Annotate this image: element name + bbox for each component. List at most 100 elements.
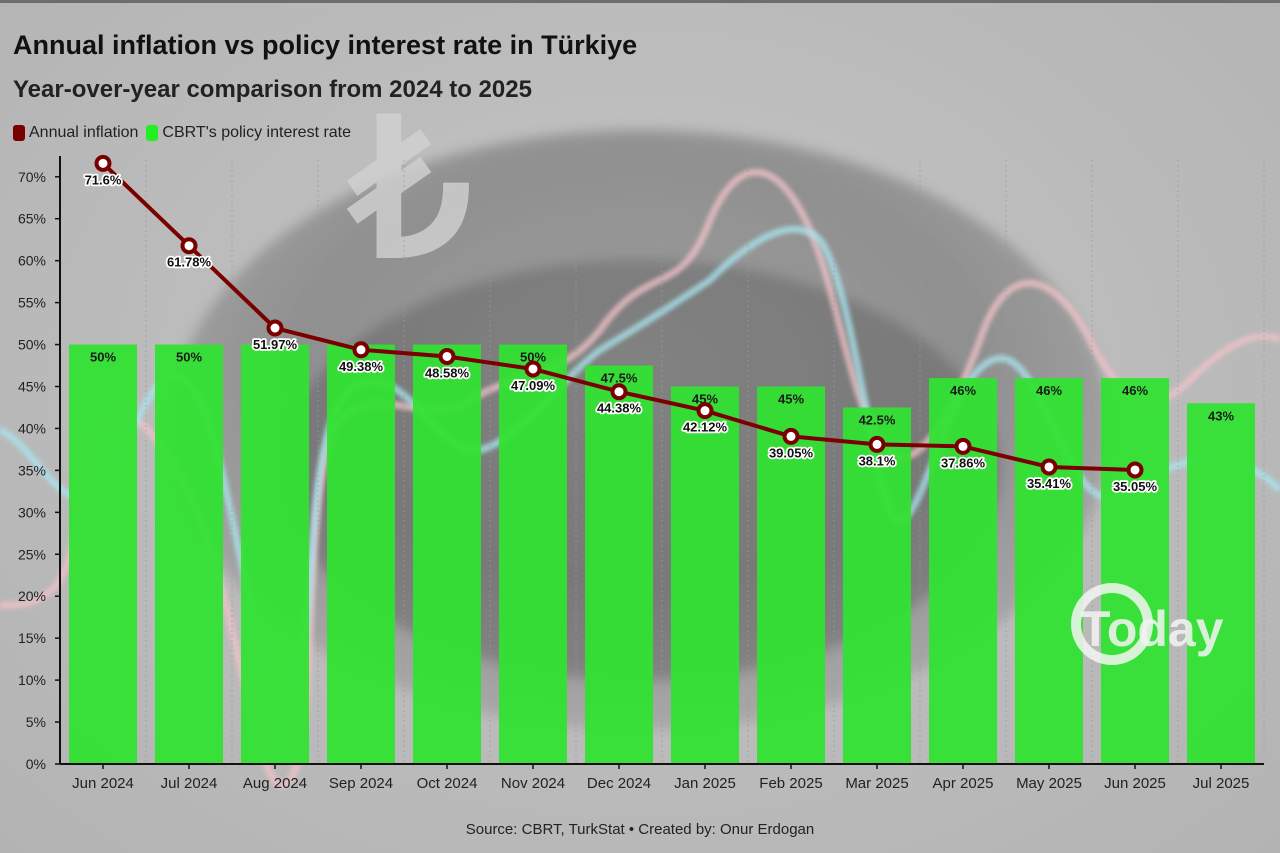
rate-bar	[155, 344, 223, 764]
y-tick-label: 70%	[18, 169, 46, 185]
watermark-text: Today	[1080, 601, 1224, 657]
inflation-point	[610, 383, 628, 401]
legend-label-inflation: Annual inflation	[29, 124, 139, 141]
inflation-point	[954, 437, 972, 455]
y-tick-label: 20%	[18, 588, 46, 604]
rate-bar	[757, 386, 825, 764]
inflation-label: 37.86%	[941, 455, 986, 470]
x-tick-label: Jun 2024	[72, 775, 134, 792]
inflation-point	[266, 319, 284, 337]
y-tick-label: 35%	[18, 462, 46, 478]
inflation-label: 44.38%	[597, 401, 642, 416]
rate-bar-label: 42.5%	[859, 412, 896, 427]
rate-bar-label: 50%	[520, 350, 546, 365]
rate-bar	[929, 378, 997, 764]
inflation-label: 49.38%	[339, 359, 384, 374]
watermark: Today	[1071, 583, 1224, 665]
inflation-point	[438, 347, 456, 365]
rate-bar-label: 45%	[778, 392, 804, 407]
legend-swatch-rate	[146, 125, 159, 141]
inflation-point	[868, 435, 886, 453]
rate-bar	[671, 386, 739, 764]
x-tick-label: Sep 2024	[329, 775, 393, 792]
rate-bar	[413, 344, 481, 764]
x-tick-label: Feb 2025	[759, 775, 822, 792]
inflation-label: 35.05%	[1113, 479, 1158, 494]
x-tick-label: Jan 2025	[674, 775, 736, 792]
legend-item-rate[interactable]: CBRT's policy interest rate	[146, 124, 351, 142]
inflation-point	[1126, 461, 1144, 479]
x-tick-label: Jul 2024	[161, 775, 218, 792]
y-tick-label: 5%	[26, 714, 46, 730]
y-tick-label: 25%	[18, 546, 46, 562]
rate-bar-label: 50%	[90, 350, 116, 365]
inflation-point	[352, 341, 370, 359]
inflation-label: 35.41%	[1027, 476, 1072, 491]
inflation-point	[1040, 458, 1058, 476]
x-tick-label: Nov 2024	[501, 775, 565, 792]
y-tick-label: 60%	[18, 253, 46, 269]
rate-bar	[585, 365, 653, 764]
inflation-label: 42.12%	[683, 420, 728, 435]
chart-title: Annual inflation vs policy interest rate…	[13, 30, 638, 60]
watermark-logo-icon	[1071, 583, 1153, 665]
legend-swatch-inflation	[13, 125, 25, 141]
inflation-label: 39.05%	[769, 445, 814, 460]
y-tick-label: 40%	[18, 420, 46, 436]
inflation-label: 47.09%	[511, 378, 556, 393]
x-tick-label: Aug 2024	[243, 775, 307, 792]
y-tick-label: 30%	[18, 504, 46, 520]
x-tick-label: Jul 2025	[1193, 775, 1250, 792]
y-tick-label: 55%	[18, 295, 46, 311]
x-tick-label: May 2025	[1016, 775, 1082, 792]
x-tick-label: Oct 2024	[417, 775, 478, 792]
rate-bar-label: 47.5%	[601, 371, 638, 386]
rate-bar-label: 50%	[176, 350, 202, 365]
y-tick-label: 45%	[18, 379, 46, 395]
rate-bar-labels: 50% 50% 50% 47.5% 45% 45% 42.5% 46% 46% 46% 43%	[90, 350, 1234, 428]
inflation-label: 71.6%	[85, 172, 122, 187]
y-tick-label: 65%	[18, 211, 46, 227]
rate-bar-label: 45%	[692, 392, 718, 407]
y-tick-label: 50%	[18, 337, 46, 353]
inflation-point	[94, 154, 112, 172]
rate-bar-label: 43%	[1208, 408, 1234, 423]
rate-bar	[241, 344, 309, 764]
rate-bar	[843, 407, 911, 764]
rate-bar	[499, 344, 567, 764]
rate-bar	[1015, 378, 1083, 764]
x-tick-label: Apr 2025	[933, 775, 994, 792]
legend: Annual inflation CBRT's policy interest …	[13, 124, 359, 142]
x-tick-label: Dec 2024	[587, 775, 651, 792]
rate-bar-label: 46%	[950, 383, 976, 398]
inflation-label: 61.78%	[167, 255, 212, 270]
axes: 0% 5% 10% 15% 20% 25% 30% 35% 40% 45% 50% 55% 60% 65%…	[18, 156, 1264, 792]
x-tick-label: Mar 2025	[845, 775, 908, 792]
lira-sign-icon: ₺	[346, 84, 471, 296]
chart-subtitle: Year-over-year comparison from 2024 to 2…	[13, 76, 532, 103]
inflation-point	[782, 427, 800, 445]
inflation-point	[524, 360, 542, 378]
y-tick-label: 10%	[18, 672, 46, 688]
inflation-point	[180, 237, 198, 255]
legend-item-inflation[interactable]: Annual inflation	[13, 124, 138, 142]
rate-bar	[1187, 403, 1255, 764]
top-border	[0, 0, 1280, 3]
inflation-label: 38.1%	[859, 453, 896, 468]
inflation-point	[696, 402, 714, 420]
source-credit: Source: CBRT, TurkStat • Created by: Onu…	[465, 821, 815, 838]
inflation-label: 48.58%	[425, 365, 470, 380]
legend-label-rate: CBRT's policy interest rate	[162, 124, 352, 141]
inflation-line	[94, 154, 1144, 479]
rate-bar	[1101, 378, 1169, 764]
rate-bars	[69, 344, 1255, 764]
y-tick-label: 0%	[26, 756, 46, 772]
inflation-label: 51.97%	[253, 337, 298, 352]
grid-lines	[59, 160, 1265, 764]
rate-bar-label: 46%	[1122, 383, 1148, 398]
y-tick-label: 15%	[18, 630, 46, 646]
rate-bar-label: 46%	[1036, 383, 1062, 398]
rate-bar	[327, 344, 395, 764]
